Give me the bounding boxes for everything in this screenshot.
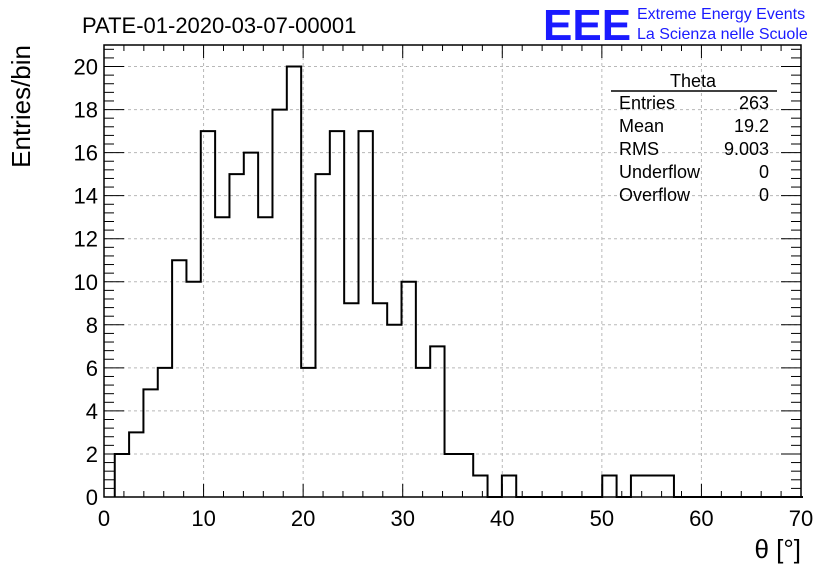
histogram-bin bbox=[473, 475, 487, 497]
stats-label: Overflow bbox=[619, 185, 691, 205]
chart-title: PATE-01-2020-03-07-00001 bbox=[82, 13, 356, 38]
stats-value: 19.2 bbox=[734, 116, 769, 136]
histogram-bin bbox=[459, 454, 473, 497]
stats-value: 263 bbox=[739, 93, 769, 113]
logo-line-1: Extreme Energy Events bbox=[637, 6, 805, 23]
histogram-bin bbox=[602, 475, 616, 497]
stats-box: Theta Entries 263 Mean 19.2 RMS 9.003 Underflo… bbox=[611, 71, 777, 205]
stats-label: Underflow bbox=[619, 162, 701, 182]
y-tick-label: 20 bbox=[74, 55, 98, 80]
histogram-bin bbox=[186, 282, 200, 497]
x-tick-label: 30 bbox=[390, 506, 414, 531]
plot-frame bbox=[103, 44, 802, 498]
histogram-bin bbox=[287, 67, 301, 497]
histogram-bin bbox=[258, 217, 272, 497]
y-tick-label: 10 bbox=[74, 270, 98, 295]
stats-title: Theta bbox=[670, 71, 717, 91]
histogram-bin bbox=[631, 475, 645, 497]
x-tick-label: 40 bbox=[490, 506, 514, 531]
x-tick-label: 10 bbox=[191, 506, 215, 531]
histogram-bin bbox=[272, 110, 286, 497]
histogram-bin bbox=[344, 303, 358, 497]
histogram-bin bbox=[402, 282, 416, 497]
histogram-bin bbox=[445, 454, 459, 497]
y-tick-label: 6 bbox=[86, 356, 98, 381]
logo-text: EEE bbox=[543, 1, 631, 50]
y-tick-label: 12 bbox=[74, 227, 98, 252]
y-tick-label: 14 bbox=[74, 184, 98, 209]
y-tick-label: 16 bbox=[74, 141, 98, 166]
y-tick-label: 8 bbox=[86, 313, 98, 338]
histogram-bin bbox=[115, 454, 129, 497]
logo-line-2: La Scienza nelle Scuole bbox=[637, 26, 808, 43]
histogram-bin bbox=[172, 260, 186, 497]
grid bbox=[104, 45, 801, 497]
histogram-bin bbox=[373, 303, 387, 497]
x-tick-label: 20 bbox=[291, 506, 315, 531]
histogram-bin bbox=[158, 368, 172, 497]
histogram-bin bbox=[645, 475, 659, 497]
histogram-bin bbox=[315, 174, 329, 497]
histogram-bars bbox=[113, 65, 803, 498]
stats-value: 0 bbox=[759, 162, 769, 182]
histogram-bin bbox=[143, 389, 157, 497]
stats-label: RMS bbox=[619, 139, 659, 159]
x-tick-label: 70 bbox=[789, 506, 813, 531]
histogram-bin bbox=[201, 131, 215, 497]
eee-logo: EEE Extreme Energy Events La Scienza nel… bbox=[543, 1, 808, 50]
axis-ticks: 0 10 20 30 40 50 60 70 0 2 4 6 8 10 12 14 16 18 20 bbox=[74, 45, 813, 531]
histogram-outline bbox=[113, 65, 803, 498]
stats-label: Entries bbox=[619, 93, 675, 113]
histogram-bin bbox=[359, 131, 373, 497]
stats-value: 9.003 bbox=[724, 139, 769, 159]
y-tick-label: 18 bbox=[74, 98, 98, 123]
histogram-bin bbox=[416, 368, 430, 497]
histogram-bin bbox=[502, 475, 516, 497]
stats-value: 0 bbox=[759, 185, 769, 205]
y-axis-label: Entries/bin bbox=[6, 45, 36, 168]
y-tick-label: 0 bbox=[86, 485, 98, 510]
histogram-bin bbox=[215, 217, 229, 497]
histogram-bin bbox=[129, 432, 143, 497]
histogram-bin bbox=[229, 174, 243, 497]
stats-label: Mean bbox=[619, 116, 664, 136]
x-tick-label: 0 bbox=[98, 506, 110, 531]
histogram-bin bbox=[330, 131, 344, 497]
y-tick-label: 2 bbox=[86, 442, 98, 467]
stats-rows: Entries 263 Mean 19.2 RMS 9.003 Underflow 0 Over… bbox=[619, 93, 769, 205]
x-axis-label: θ [°] bbox=[754, 534, 801, 564]
histogram-bin bbox=[430, 346, 444, 497]
x-tick-label: 60 bbox=[689, 506, 713, 531]
y-tick-label: 4 bbox=[86, 399, 98, 424]
x-tick-label: 50 bbox=[590, 506, 614, 531]
